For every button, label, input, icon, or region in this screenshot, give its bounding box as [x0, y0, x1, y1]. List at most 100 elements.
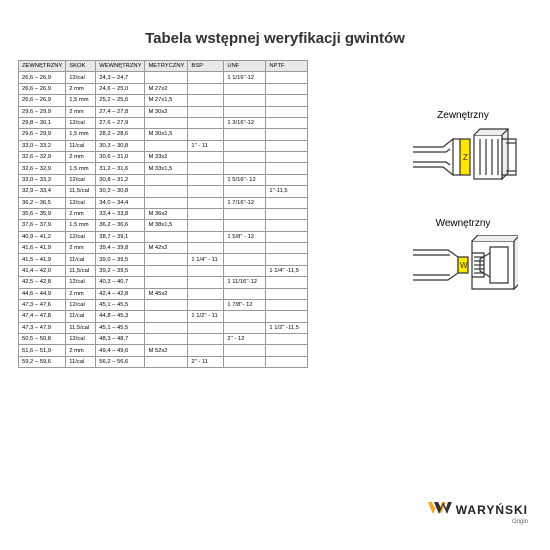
cell: 31,2 – 31,6 — [96, 163, 145, 174]
cell: 40,9 – 41,2 — [19, 231, 66, 242]
cell — [266, 117, 308, 128]
cell: 41,6 – 41,9 — [19, 243, 66, 254]
cell: 12/cal — [66, 72, 96, 83]
cell — [266, 163, 308, 174]
cell: 11,5/cal — [66, 322, 96, 333]
cell: M 30x2 — [145, 106, 188, 117]
cell: M 36x2 — [145, 208, 188, 219]
cell: 1 1/4'' -11,5 — [266, 265, 308, 276]
cell — [266, 254, 308, 265]
logo-sub: Origin — [512, 519, 528, 525]
cell: 42,4 – 42,8 — [96, 288, 145, 299]
cell: 2 mm — [66, 106, 96, 117]
cell — [266, 152, 308, 163]
cell — [224, 254, 266, 265]
cell — [188, 186, 224, 197]
cell — [188, 117, 224, 128]
cell: 41,5 – 41,9 — [19, 254, 66, 265]
cell — [188, 277, 224, 288]
cell — [266, 334, 308, 345]
cell: M 27x2 — [145, 83, 188, 94]
cell — [188, 95, 224, 106]
col-header: METRYCZNY — [145, 61, 188, 72]
cell: 12/cal — [66, 231, 96, 242]
cell — [145, 254, 188, 265]
cell: 59,2 – 59,6 — [19, 356, 66, 367]
cell: 29,8 – 30,1 — [19, 117, 66, 128]
cell: 26,6 – 26,9 — [19, 95, 66, 106]
cell: 11/cal — [66, 140, 96, 151]
cell: 41,4 – 42,0 — [19, 265, 66, 276]
cell — [266, 129, 308, 140]
cell — [224, 152, 266, 163]
cell — [145, 197, 188, 208]
cell: 1 1/2'' -11,5 — [266, 322, 308, 333]
cell: M 33x2 — [145, 152, 188, 163]
cell — [145, 322, 188, 333]
table-row: 32,9 – 33,411,5/cal30,3 – 30,81''-11,5 — [19, 186, 308, 197]
cell — [266, 345, 308, 356]
cell: 1 1/16''-12 — [224, 72, 266, 83]
cell: 12/cal — [66, 174, 96, 185]
cell — [188, 163, 224, 174]
cell — [145, 356, 188, 367]
cell — [266, 288, 308, 299]
cell — [188, 345, 224, 356]
cell — [266, 197, 308, 208]
cell — [224, 265, 266, 276]
cell — [224, 95, 266, 106]
cell: 45,1 – 45,5 — [96, 322, 145, 333]
cell — [145, 334, 188, 345]
cell — [224, 345, 266, 356]
cell — [188, 208, 224, 219]
cell — [266, 356, 308, 367]
col-header: NPTF — [266, 61, 308, 72]
cell: 39,2 – 39,5 — [96, 265, 145, 276]
cell: 2 mm — [66, 243, 96, 254]
cell — [266, 83, 308, 94]
cell — [188, 322, 224, 333]
cell — [145, 117, 188, 128]
cell: 12/cal — [66, 117, 96, 128]
cell: 47,3 – 47,9 — [19, 322, 66, 333]
table-row: 32,6 – 32,92 mm30,6 – 31,0M 33x2 — [19, 152, 308, 163]
col-header: BSP — [188, 61, 224, 72]
cell: 32,6 – 32,9 — [19, 152, 66, 163]
cell: 33,0 – 33,2 — [19, 140, 66, 151]
cell: 35,6 – 35,9 — [19, 208, 66, 219]
cell: 1 5/16''- 12 — [224, 174, 266, 185]
cell: 49,4 – 49,6 — [96, 345, 145, 356]
cell: 27,4 – 27,8 — [96, 106, 145, 117]
cell: 47,3 – 47,6 — [19, 299, 66, 310]
table-row: 33,0 – 33,312/cal30,8 – 31,21 5/16''- 12 — [19, 174, 308, 185]
table-row: 47,3 – 47,612/cal45,1 – 45,51 7/8''- 12 — [19, 299, 308, 310]
cell — [224, 322, 266, 333]
cell: 1 3/16''-12 — [224, 117, 266, 128]
cell: 12/cal — [66, 277, 96, 288]
col-header: SKOK — [66, 61, 96, 72]
table-row: 44,6 – 44,92 mm42,4 – 42,8M 45x2 — [19, 288, 308, 299]
cell: 1 1/4'' - 11 — [188, 254, 224, 265]
cell: 12/cal — [66, 334, 96, 345]
cell — [188, 220, 224, 231]
cell: 24,6 – 25,0 — [96, 83, 145, 94]
col-header: WEWNĘTRZNY — [96, 61, 145, 72]
cell: 33,0 – 33,3 — [19, 174, 66, 185]
table-row: 47,3 – 47,911,5/cal45,1 – 45,5 1 1/2'' -1… — [19, 322, 308, 333]
table-row: 47,4 – 47,811/cal44,8 – 45,31 1/2'' - 11 — [19, 311, 308, 322]
cell — [266, 95, 308, 106]
cell: 25,2 – 25,6 — [96, 95, 145, 106]
page-title: Tabela wstępnej weryfikacji gwintów — [0, 30, 550, 47]
cell: 1''-11,5 — [266, 186, 308, 197]
table-row: 29,6 – 29,91,5 mm28,2 – 28,6M 30x1,5 — [19, 129, 308, 140]
inner-diagram: W — [408, 235, 518, 295]
cell: 2 mm — [66, 288, 96, 299]
table-row: 26,6 – 26,92 mm24,6 – 25,0M 27x2 — [19, 83, 308, 94]
outer-label: Zewnętrzny — [398, 110, 528, 121]
cell: 1,5 mm — [66, 220, 96, 231]
cell: 29,6 – 29,9 — [19, 129, 66, 140]
table-row: 35,6 – 35,92 mm33,4 – 33,8M 36x2 — [19, 208, 308, 219]
cell: 1,5 mm — [66, 163, 96, 174]
cell: 40,3 – 40,7 — [96, 277, 145, 288]
cell: 30,6 – 31,0 — [96, 152, 145, 163]
